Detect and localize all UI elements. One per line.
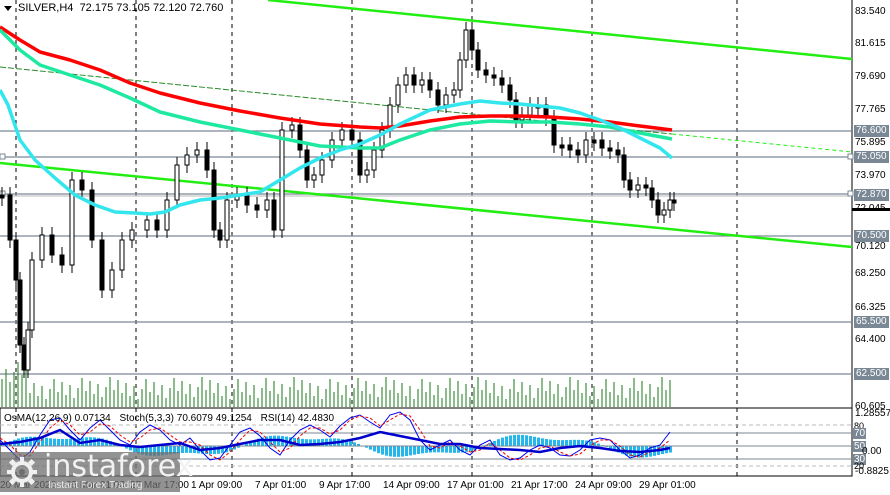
level-label: 62.500: [854, 368, 889, 380]
osc-level-80: 80: [854, 421, 865, 431]
time-tick: 7 Apr 01:00: [255, 480, 307, 491]
osc-level-50: 50: [853, 441, 867, 452]
level-label: 76.600: [854, 125, 889, 137]
time-tick: 29 Apr 01:00: [639, 480, 696, 491]
price-tick: 72.045: [855, 203, 886, 214]
price-tick: 66.325: [855, 302, 886, 313]
time-tick: 24 Apr 09:00: [575, 480, 632, 491]
osc-min: -0.8825: [855, 466, 889, 477]
instaforex-logo: instaforex Instant Forex Trading: [0, 449, 193, 492]
price-tick: 73.970: [855, 170, 886, 181]
osc-level-70: 70: [853, 428, 867, 439]
indicator-legend: OsMA(12,26,9) 0.07134 Stoch(5,3,3) 70.60…: [4, 413, 340, 424]
time-tick: 21 Apr 17:00: [511, 480, 568, 491]
osc-zero: 0.00: [862, 446, 882, 457]
moving-averages: [0, 25, 674, 216]
ohlc-values: 72.175 73.105 72.120 72.760: [79, 2, 224, 14]
horizontal-levels: [0, 130, 852, 375]
time-tick: 14 Apr 09:00: [383, 480, 440, 491]
rsi-label: RSI(14) 42.4830: [260, 413, 335, 424]
ema200-line: [0, 25, 673, 132]
ema50-line: [0, 89, 674, 216]
level-label: 70.500: [854, 230, 889, 242]
stoch-main-line: [0, 411, 671, 461]
candlesticks: [0, 22, 677, 378]
ema144-line: [0, 28, 673, 150]
time-tick: 17 Apr 01:00: [447, 480, 504, 491]
price-tick: 81.615: [855, 38, 886, 49]
price-tick: 64.400: [855, 334, 886, 345]
time-tick: 9 Apr 17:00: [319, 480, 371, 491]
price-tick: 75.895: [855, 137, 886, 148]
price-tick: 77.765: [855, 104, 886, 115]
osma-label: OsMA(12,26,9) 0.07134: [4, 413, 111, 424]
level-label: 65.500: [854, 316, 889, 328]
osc-max: 1.28557: [855, 408, 890, 419]
price-tick: 60.605: [855, 401, 886, 412]
time-tick: 1 Apr 09:00: [191, 480, 243, 491]
price-tick: 83.540: [855, 6, 886, 17]
osc-level-20: 20: [854, 461, 865, 471]
volume-bars: [1, 362, 671, 407]
price-tick: 70.120: [855, 241, 886, 252]
logo-tagline: Instant Forex Trading: [48, 480, 143, 491]
level-label: 72.870: [854, 189, 889, 201]
logo-wordmark: instaforex: [44, 449, 194, 484]
rsi-line: [0, 428, 671, 454]
price-tick: 68.250: [855, 268, 886, 279]
symbol-label: SILVER,H4: [18, 2, 74, 14]
osc-level-30: 30: [853, 454, 867, 465]
chart-title: SILVER,H4 72.175 73.105 72.120 72.760: [4, 2, 223, 14]
stoch-label: Stoch(5,3,3) 70.6079 49.1254: [119, 413, 252, 424]
price-tick: 79.690: [855, 71, 886, 82]
dropdown-triangle-icon[interactable]: [4, 5, 12, 11]
level-label: 75.050: [854, 151, 889, 163]
gear-bull-icon: [7, 457, 37, 487]
stoch-signal-line: [0, 413, 671, 461]
